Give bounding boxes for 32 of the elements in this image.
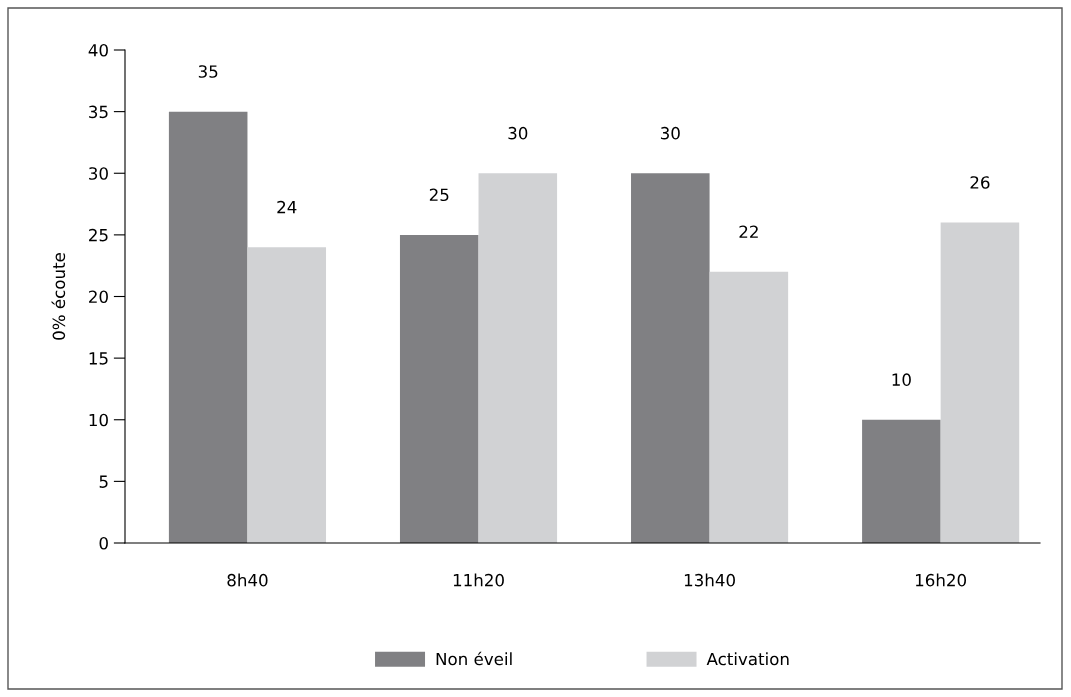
y-tick-label: 15 xyxy=(89,352,108,365)
data-label: 30 xyxy=(660,126,680,140)
x-tick-label: 13h40 xyxy=(684,573,735,587)
legend-label: Activation xyxy=(706,652,789,666)
bar xyxy=(478,173,558,543)
y-axis-title: 0% écoute xyxy=(51,253,66,340)
data-label: 35 xyxy=(198,65,218,78)
bar xyxy=(399,234,479,543)
x-tick-label: 8h40 xyxy=(227,573,268,587)
bar xyxy=(631,173,710,543)
data-label: 30 xyxy=(508,126,528,140)
y-tick-label: 40 xyxy=(88,43,108,57)
y-tick-label: 35 xyxy=(89,105,108,119)
y-tick-label: 10 xyxy=(89,413,108,427)
y-tick-label: 5 xyxy=(99,475,108,488)
data-label: 10 xyxy=(892,373,911,386)
bar xyxy=(940,222,1020,543)
bar xyxy=(709,271,789,543)
bar xyxy=(247,247,327,543)
y-tick-label: 20 xyxy=(89,290,108,304)
data-label: 22 xyxy=(739,225,758,238)
legend-label: Non éveil xyxy=(436,651,512,666)
y-tick-label: 30 xyxy=(89,167,108,180)
y-tick-label: 25 xyxy=(89,228,108,242)
x-tick-label: 11h20 xyxy=(453,573,504,587)
bar xyxy=(168,111,248,543)
y-tick-label: 0 xyxy=(99,536,108,550)
data-label: 26 xyxy=(970,176,990,189)
bar xyxy=(862,419,941,543)
data-label: 25 xyxy=(429,188,449,202)
data-label: 24 xyxy=(277,200,297,214)
x-tick-label: 16h20 xyxy=(915,573,967,587)
